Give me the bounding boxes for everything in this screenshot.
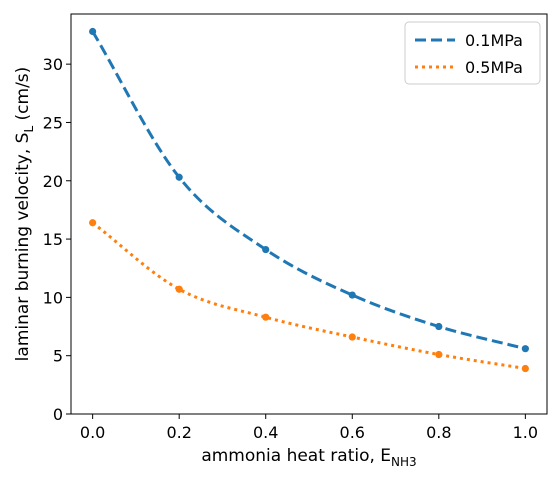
y-tick-label: 20	[43, 172, 63, 191]
x-axis-label-subscript: NH3	[391, 455, 417, 469]
x-axis-label-main: ammonia heat ratio, E	[201, 446, 391, 466]
x-tick-label: 0.4	[253, 423, 278, 442]
y-tick-label: 5	[53, 347, 63, 366]
x-tick-label: 0.0	[80, 423, 105, 442]
y-tick-label: 25	[43, 113, 63, 132]
data-point-05mpa	[521, 364, 529, 373]
data-point-01mpa	[521, 345, 529, 353]
y-tick-label: 0	[53, 405, 63, 424]
data-point-01mpa	[435, 322, 443, 331]
x-tick-label: 1.0	[513, 423, 538, 442]
data-point-05mpa	[262, 313, 270, 321]
data-point-01mpa	[89, 27, 97, 36]
plot-frame	[70, 13, 548, 415]
y-axis-label-unit: (cm/s)	[13, 67, 33, 126]
data-point-01mpa	[175, 173, 183, 181]
data-point-05mpa	[435, 350, 443, 359]
data-point-05mpa	[175, 285, 183, 293]
data-point-05mpa	[348, 333, 356, 341]
legend: 0.1MPa 0.5MPa	[404, 21, 541, 85]
legend-label-01mpa: 0.1MPa	[465, 31, 523, 50]
y-tick-label: 15	[43, 230, 63, 249]
series-line-05mpa	[91, 221, 526, 371]
legend-label-05mpa: 0.5MPa	[465, 58, 523, 77]
data-point-01mpa	[262, 245, 270, 254]
y-axis-label-subscript: L	[22, 126, 36, 133]
y-tick-label: 10	[43, 288, 63, 307]
x-axis-label: ammonia heat ratio, ENH3	[201, 446, 416, 469]
x-tick-label: 0.8	[426, 423, 451, 442]
y-axis-label-main: laminar burning velocity, S	[13, 133, 33, 362]
data-point-05mpa	[89, 219, 97, 227]
axes-layer: 0.0 0.2 0.4 0.6 0.8 1.0 0 5 10 15 20 25 30	[43, 13, 548, 442]
x-tick-label: 0.2	[166, 423, 191, 442]
y-tick-label: 30	[43, 55, 63, 74]
x-tick-label: 0.6	[340, 423, 365, 442]
plot-layer	[89, 27, 529, 373]
data-point-01mpa	[348, 291, 356, 299]
y-axis-label: laminar burning velocity, SL (cm/s)	[13, 67, 36, 362]
